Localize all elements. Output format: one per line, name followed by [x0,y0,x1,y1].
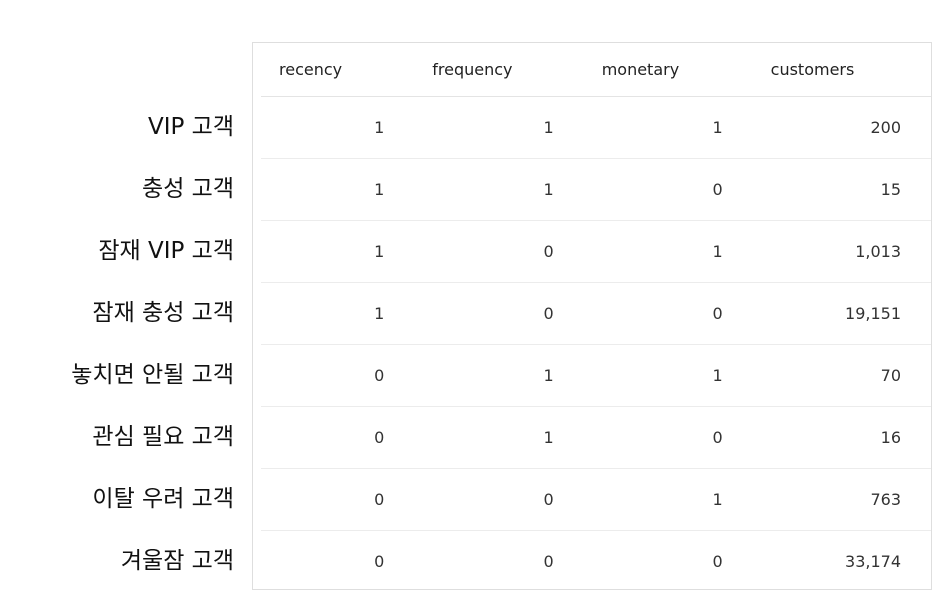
monetary-cell: 0 [583,158,753,221]
column-header-recency: recency [261,43,415,97]
table-row: 0 1 0 16 [261,406,931,469]
customers-cell: 15 [752,158,931,221]
monetary-cell: 1 [712,118,723,137]
frequency-cell: 0 [414,282,584,345]
customers-cell: 1,013 [752,220,931,283]
frequency-cell: 1 [414,344,584,407]
segment-label: 겨울잠 고객 [120,548,234,574]
table-header-row: recency frequency monetary customers [261,43,931,97]
customers-cell: 70 [752,344,931,407]
frequency-cell: 0 [414,220,584,283]
recency-cell: 1 [261,220,415,283]
monetary-cell: 0 [583,530,753,592]
monetary-cell: 1 [583,344,753,407]
segment-label: 관심 필요 고객 [92,424,234,450]
table-row: 1 1 0 15 [261,158,931,221]
table-row: 1 0 1 1,013 [261,220,931,283]
rfm-segment-table: recency frequency monetary customers 1 1… [261,43,931,592]
segment-label: 놓치면 안될 고객 [71,362,234,388]
table-row: 1 0 0 19,151 [261,282,931,345]
segment-label: VIP 고객 [147,114,234,140]
column-header-monetary: monetary [583,43,753,97]
recency-cell: 1 [261,158,415,221]
segment-label-column: VIP 고객 충성 고객 잠재 VIP 고객 잠재 충성 고객 놓치면 안될 고… [0,96,234,592]
customers-cell: 763 [752,468,931,531]
table-row: 0 0 1 763 [261,468,931,531]
frequency-cell: 0 [414,530,584,592]
recency-cell: 1 [374,118,385,137]
frequency-cell: 0 [414,468,584,531]
monetary-cell: 0 [583,406,753,469]
segment-label: 잠재 충성 고객 [92,300,234,326]
rfm-table-panel: recency frequency monetary customers 1 1… [252,42,932,592]
customers-cell: 200 [870,118,901,137]
column-header-frequency: frequency [414,43,584,97]
segment-label: 충성 고객 [142,176,234,202]
frequency-cell: 1 [414,158,584,221]
table-row: 0 1 1 70 [261,344,931,407]
recency-cell: 0 [261,344,415,407]
monetary-cell: 0 [583,282,753,345]
recency-cell: 0 [261,468,415,531]
segment-label: 이탈 우려 고객 [92,486,234,512]
column-header-customers: customers [752,43,931,97]
customers-cell: 16 [752,406,931,469]
table-row: 1 1 1 200 [261,97,931,159]
monetary-cell: 1 [583,468,753,531]
segment-label: 잠재 VIP 고객 [98,238,234,264]
table-row: 0 0 0 33,174 [261,530,931,592]
frequency-cell: 1 [414,406,584,469]
customers-cell: 19,151 [752,282,931,345]
recency-cell: 0 [261,406,415,469]
monetary-cell: 1 [583,220,753,283]
recency-cell: 1 [261,282,415,345]
recency-cell: 0 [261,530,415,592]
frequency-cell: 1 [543,118,554,137]
customers-cell: 33,174 [752,530,931,592]
